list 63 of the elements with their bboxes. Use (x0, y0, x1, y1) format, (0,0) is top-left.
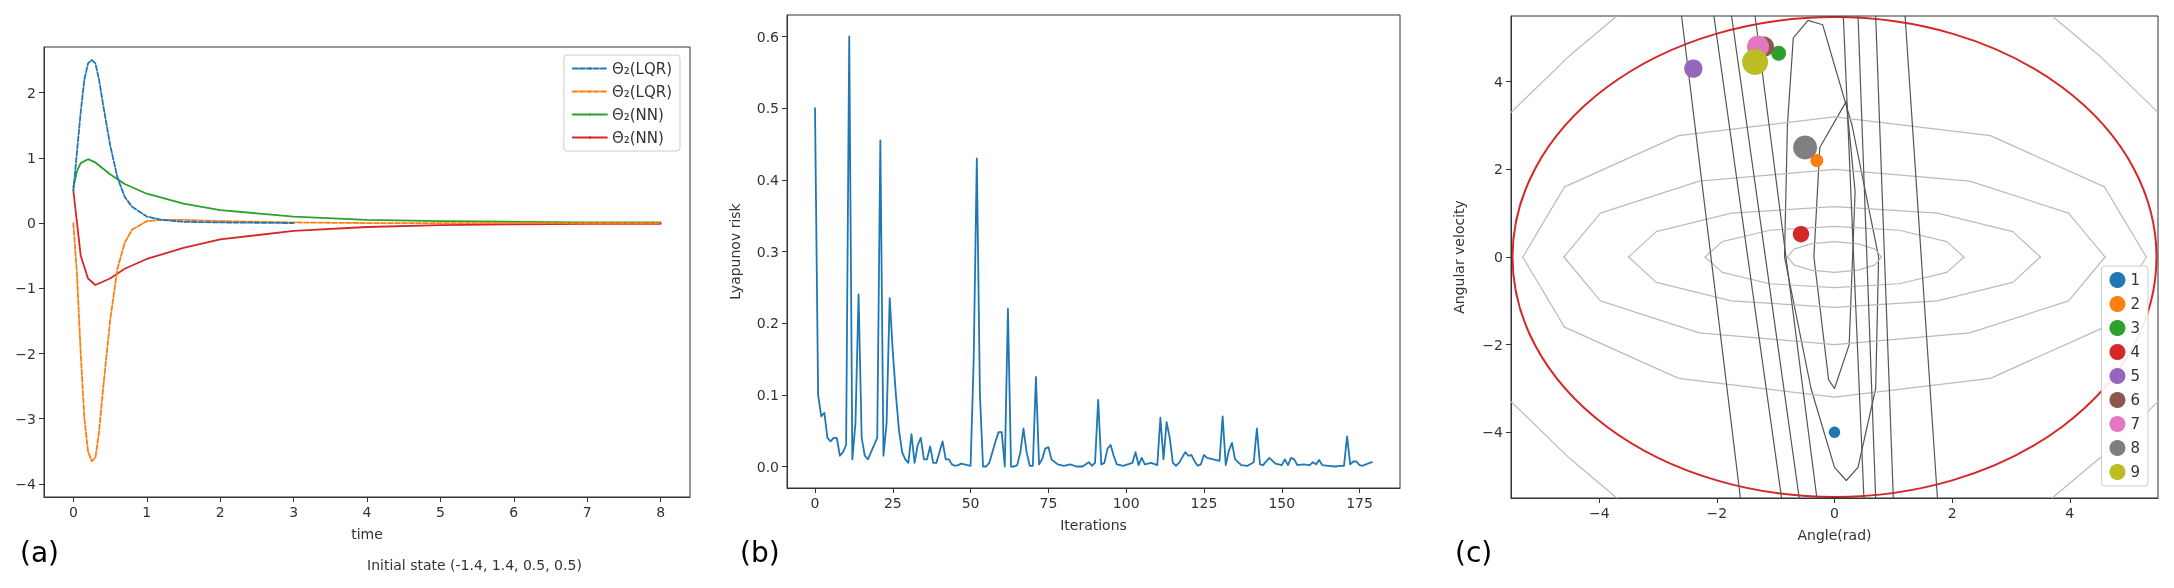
y-tick-label: −2 (15, 345, 36, 362)
legend-label: 5 (2130, 367, 2140, 385)
y-tick-label: 0.6 (756, 28, 780, 45)
x-tick-label: 125 (1190, 495, 1218, 511)
legend-label: Θ̇₂(LQR) (611, 82, 673, 101)
legend-label: 4 (2130, 343, 2140, 361)
legend-label: 1 (2130, 271, 2140, 289)
text: Initial state (-1.4, 1.4, 0.5, 0.5) (367, 557, 582, 573)
y-axis-title: Lyapunov risk (727, 202, 743, 300)
x-tick-label: 175 (1346, 495, 1373, 511)
y-tick-label: 4 (1494, 73, 1504, 90)
x-tick-label: 2 (215, 504, 225, 520)
x-tick-label: 100 (1112, 495, 1140, 511)
x-tick-label: 6 (509, 504, 519, 520)
x-axis-title: Iterations (1060, 517, 1127, 533)
legend-label: 6 (2130, 391, 2140, 409)
y-tick-label: 2 (27, 84, 36, 101)
y-tick-label: 2 (1494, 161, 1503, 178)
x-tick-label: 0 (1830, 505, 1839, 521)
y-tick-label: −2 (1482, 336, 1503, 353)
legend-label: Θ₂(LQR) (611, 59, 673, 78)
y-axis-title: Angular velocity (1451, 200, 1467, 314)
y-tick-label: −3 (15, 410, 36, 427)
y-tick-label: 0.5 (756, 100, 779, 117)
legend-label: 8 (2130, 439, 2140, 457)
y-tick-label: 0.1 (756, 386, 779, 403)
y-tick-label: 0 (1494, 249, 1503, 265)
legend-label: 7 (2130, 415, 2140, 433)
x-tick-label: 75 (1039, 495, 1058, 511)
x-axis-title: Angle(rad) (1797, 527, 1872, 543)
text: (a) (20, 535, 60, 569)
x-tick-label: 8 (656, 504, 666, 520)
x-tick-label: 4 (362, 504, 372, 520)
legend-label: 2 (2130, 295, 2140, 313)
x-tick-label: 2 (1947, 505, 1957, 521)
x-tick-label: 150 (1268, 495, 1296, 511)
y-tick-label: 0.2 (756, 315, 779, 332)
y-tick-label: −4 (15, 475, 37, 492)
x-tick-label: 1 (142, 504, 152, 520)
x-tick-label: −4 (1588, 505, 1610, 521)
x-tick-label: 25 (883, 495, 902, 511)
x-tick-label: 5 (435, 504, 445, 520)
y-tick-label: 0 (27, 215, 36, 232)
x-tick-label: 50 (961, 495, 980, 511)
x-tick-label: −2 (1706, 505, 1728, 521)
legend-label: 9 (2130, 463, 2140, 481)
y-tick-label: 0.3 (756, 243, 779, 260)
legend-label: Θ̇₂(NN) (611, 128, 664, 147)
text: (c) (1455, 535, 1493, 569)
text: (b) (740, 535, 780, 569)
legend-label: Θ₂(NN) (611, 105, 664, 124)
y-tick-label: 1 (27, 149, 36, 166)
x-tick-label: 3 (289, 504, 299, 520)
x-tick-label: 0 (68, 504, 78, 520)
y-tick-label: 0.4 (756, 171, 780, 188)
y-tick-label: −1 (15, 280, 36, 297)
legend-label: 3 (2130, 319, 2140, 337)
x-axis-title: time (351, 526, 383, 542)
x-tick-label: 7 (582, 504, 592, 520)
y-tick-label: −4 (1482, 424, 1504, 441)
y-tick-label: 0.0 (756, 458, 779, 475)
x-tick-label: 0 (810, 495, 820, 511)
x-tick-label: 4 (2065, 505, 2075, 521)
